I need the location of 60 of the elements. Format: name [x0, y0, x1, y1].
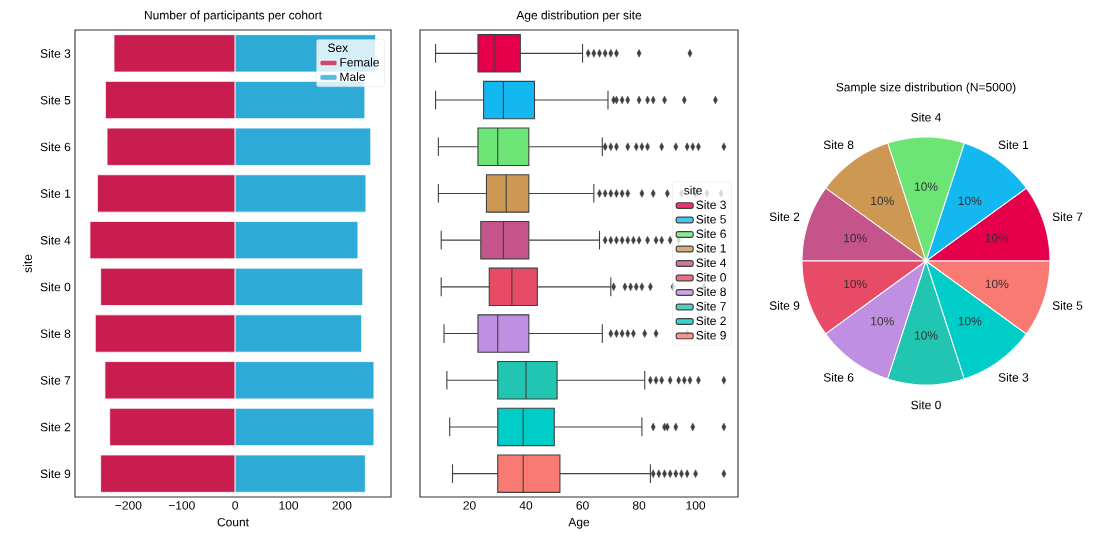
legend-label: Site 3 — [696, 200, 726, 210]
y-tick-label: Site 8 — [40, 329, 71, 338]
data-label: 10% — [844, 279, 867, 289]
slice-label: Site 1 — [998, 140, 1029, 150]
x-axis-title: Age — [568, 517, 590, 529]
slice-label: Site 6 — [823, 372, 854, 382]
data-label: 10% — [985, 233, 1009, 243]
slice-label: Site 8 — [823, 140, 854, 150]
y-tick-label: Site 7 — [40, 375, 71, 385]
legend-label: Site 1 — [696, 243, 726, 253]
legend-label: Site 6 — [696, 229, 726, 239]
x-axis-title: Count — [217, 517, 249, 527]
slice-label: Site 5 — [1052, 300, 1083, 310]
x-tick-label: −200 — [115, 501, 142, 510]
legend-label: Site 9 — [696, 330, 726, 340]
slice-label: Site 2 — [769, 212, 800, 222]
data-label: 10% — [871, 196, 894, 206]
y-tick-label: Site 0 — [40, 282, 71, 292]
y-tick-label: Site 3 — [40, 48, 71, 58]
x-tick-label: 100 — [279, 501, 299, 510]
y-tick-label: Site 1 — [40, 189, 71, 198]
data-label: 10% — [844, 233, 867, 243]
slice-label: Site 4 — [911, 112, 941, 122]
chart-title: Sample size distribution (N=5000) — [836, 82, 1016, 94]
legend-label: Site 8 — [696, 287, 726, 297]
data-label: 10% — [958, 196, 982, 206]
x-tick-label: 200 — [332, 501, 352, 510]
slice-label: Site 3 — [998, 372, 1029, 382]
y-tick-label: Site 5 — [40, 95, 71, 105]
y-tick-label: Site 2 — [40, 422, 71, 432]
x-tick-label: 40 — [519, 501, 533, 510]
slice-label: Site 9 — [769, 300, 800, 310]
chart-title: Age distribution per site — [516, 10, 642, 22]
slice-label: Site 0 — [911, 400, 941, 410]
data-label: 10% — [914, 331, 938, 340]
legend-label: Female — [340, 57, 379, 67]
data-label: 10% — [958, 316, 982, 326]
slice-label: Site 7 — [1052, 212, 1083, 222]
legend-label: Site 4 — [696, 258, 727, 268]
chart-title: Number of participants per cohort — [144, 10, 322, 22]
x-tick-label: 20 — [463, 501, 476, 510]
legend-title: site — [684, 185, 702, 195]
x-tick-label: 0 — [232, 501, 239, 510]
y-axis-title: site — [23, 254, 32, 273]
legend-label: Site 0 — [696, 272, 726, 282]
y-tick-label: Site 9 — [40, 469, 71, 479]
data-label: 10% — [985, 279, 1009, 289]
legend-label: Site 5 — [696, 214, 726, 224]
x-tick-label: −100 — [168, 501, 195, 510]
y-tick-label: Site 6 — [40, 142, 71, 152]
y-tick-label: Site 4 — [40, 235, 71, 245]
data-label: 10% — [871, 316, 894, 326]
legend-label: Male — [340, 72, 365, 82]
x-tick-label: 80 — [632, 501, 646, 510]
x-tick-label: 60 — [576, 501, 589, 510]
x-tick-label: 100 — [686, 501, 706, 510]
legend-label: Site 2 — [696, 316, 726, 326]
data-label: 10% — [914, 182, 938, 191]
legend-title: Sex — [328, 43, 349, 53]
legend-label: Site 7 — [696, 301, 726, 311]
